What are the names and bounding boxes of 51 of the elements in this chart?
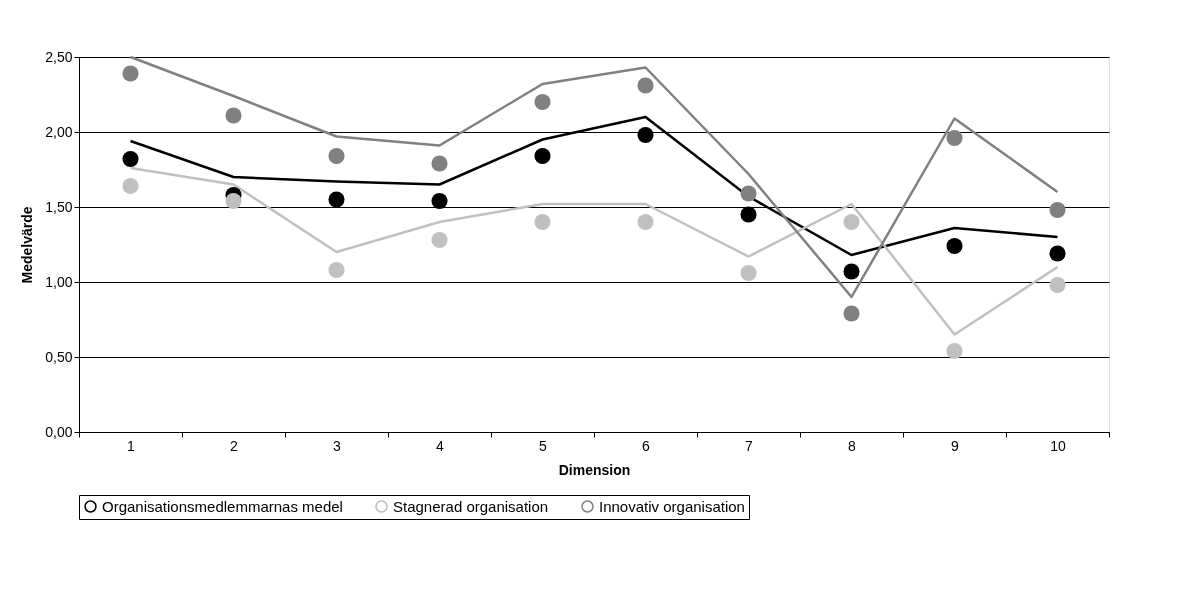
point — [328, 147, 345, 165]
point — [946, 129, 963, 147]
point — [431, 155, 448, 172]
point — [843, 263, 860, 280]
point — [946, 342, 963, 360]
point — [225, 107, 242, 124]
point — [122, 177, 139, 195]
point — [637, 126, 654, 144]
legend-label: Stagnerad organisation — [393, 497, 549, 515]
y-tick-label: 1,00 — [45, 273, 73, 290]
point — [122, 150, 139, 168]
x-axis-title: Dimension — [558, 461, 631, 478]
point — [740, 206, 757, 223]
point — [534, 93, 551, 111]
line-series — [129, 55, 1059, 299]
point — [740, 185, 757, 202]
x-tick-label: 9 — [951, 437, 960, 454]
point — [431, 192, 448, 210]
y-tick-label: 0,50 — [45, 348, 73, 365]
point — [946, 237, 963, 255]
point — [637, 213, 654, 231]
legend-label: Innovativ organisation — [599, 497, 745, 515]
x-tick-label: 4 — [436, 437, 445, 454]
y-tick-label: 2,00 — [45, 123, 73, 140]
x-tick-label: 7 — [745, 437, 754, 454]
point — [534, 213, 551, 231]
point — [431, 231, 448, 249]
x-tick-label: 5 — [539, 437, 548, 454]
point — [637, 77, 654, 94]
point — [843, 213, 860, 231]
y-axis-title: Medelvärde — [19, 206, 36, 284]
x-tick-label: 2 — [230, 437, 239, 454]
y-tick-label: 2,50 — [45, 48, 73, 65]
y-tick-label: 0,00 — [45, 423, 73, 440]
x-tick-label: 10 — [1050, 437, 1066, 454]
point — [1049, 276, 1066, 294]
point — [225, 192, 242, 210]
x-tick-label: 1 — [127, 437, 136, 454]
legend-label: Organisationsmedlemmarnas medel — [102, 497, 343, 515]
point — [328, 191, 345, 208]
point — [740, 264, 757, 282]
x-tick-label: 3 — [333, 437, 342, 454]
point — [328, 261, 345, 279]
point — [843, 305, 860, 322]
point — [1049, 245, 1066, 262]
x-tick-label: 6 — [642, 437, 651, 454]
point — [534, 147, 551, 165]
point — [1049, 201, 1066, 219]
y-tick-label: 1,50 — [45, 198, 73, 215]
x-tick-label: 8 — [848, 437, 857, 454]
point — [122, 65, 139, 82]
